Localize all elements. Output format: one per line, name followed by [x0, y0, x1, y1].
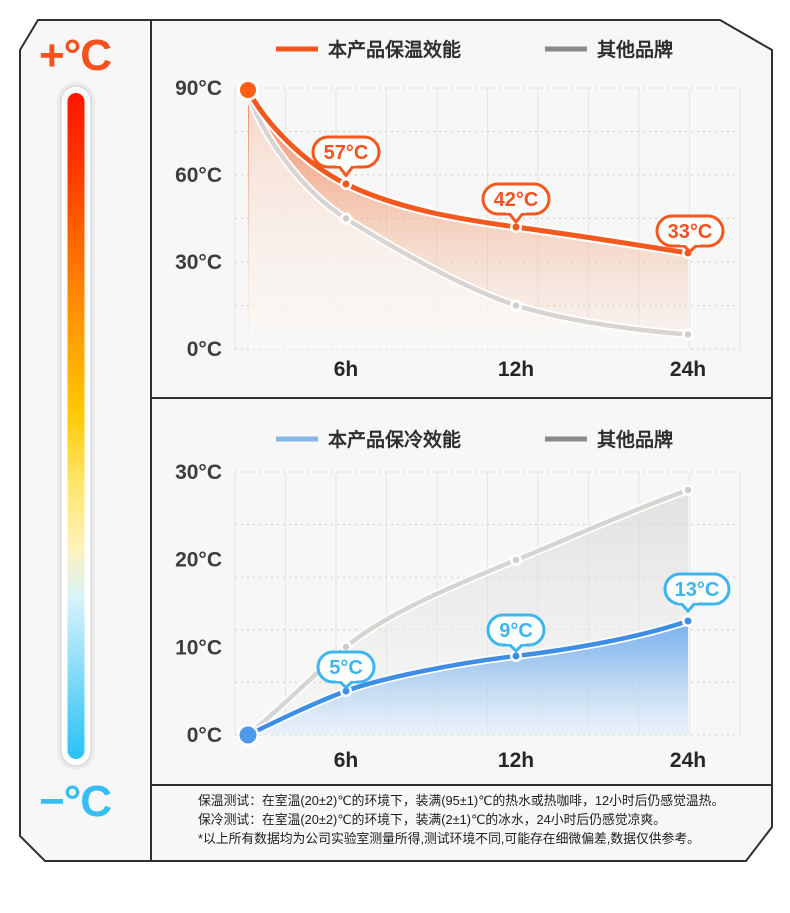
svg-text:33°C: 33°C: [668, 221, 713, 243]
footer-line-disclaimer: *以上所有数据均为公司实验室测量所得,测试环境不同,可能存在细微偏差,数据仅供参…: [198, 831, 700, 846]
cold-scale-label: −°C: [39, 777, 111, 826]
thermometer-gradient-tube: [67, 93, 85, 759]
hot-start-point: [237, 79, 259, 101]
heat-retention-chart: 本产品保温效能 其他品牌 90°C 60°C 30°C 0°C: [175, 38, 741, 381]
footer-notes: 保温测试：在室温(20±2)℃的环境下，装满(95±1)℃的热水或热咖啡，12小…: [198, 793, 724, 846]
hot-xtick-24h: 24h: [670, 358, 706, 381]
legend-label-product-hot: 本产品保温效能: [328, 38, 461, 61]
hot-product-points: [340, 178, 694, 259]
footer-line-cold-test: 保冷测试：在室温(20±2)℃的环境下，装满(2±1)℃的冰水，24小时后仍感觉…: [198, 812, 666, 827]
svg-text:9°C: 9°C: [499, 620, 533, 642]
cold-ytick-10: 10°C: [175, 636, 222, 659]
callout-13c: 13°C: [663, 572, 731, 613]
hot-scale-label: +°C: [39, 31, 111, 80]
callout-9c: 9°C: [486, 613, 546, 653]
cold-product-curve: [245, 618, 691, 738]
legend-label-competitor-hot: 其他品牌: [597, 38, 673, 61]
svg-text:5°C: 5°C: [329, 657, 363, 679]
svg-text:57°C: 57°C: [324, 142, 369, 164]
hot-ytick-90: 90°C: [175, 77, 222, 100]
cold-xtick-12h: 12h: [498, 749, 534, 772]
hot-competitor-points: [340, 212, 694, 341]
callout-33c: 33°C: [655, 214, 725, 253]
hot-competitor-curve: [246, 92, 691, 337]
cold-ytick-20: 20°C: [175, 549, 222, 572]
cold-start-point: [237, 724, 259, 746]
hot-xtick-6h: 6h: [334, 358, 359, 381]
hot-competitor-area: [249, 95, 688, 349]
hot-product-curve: [245, 87, 691, 256]
callout-42c: 42°C: [481, 182, 551, 224]
cold-xtick-6h: 6h: [334, 749, 359, 772]
hot-ytick-30: 30°C: [175, 251, 222, 274]
cold-product-points: [340, 615, 694, 697]
cold-retention-chart: 本产品保冷效能 其他品牌 30°C 20°C 10°C 0°C: [175, 428, 741, 772]
thermometer-panel: +°C −°C: [39, 31, 112, 826]
hot-ytick-60: 60°C: [175, 164, 222, 187]
hot-ytick-0: 0°C: [187, 338, 222, 361]
callout-5c: 5°C: [316, 650, 376, 689]
hot-xtick-12h: 12h: [498, 358, 534, 381]
footer-line-hot-test: 保温测试：在室温(20±2)℃的环境下，装满(95±1)℃的热水或热咖啡，12小…: [198, 793, 724, 808]
cold-competitor-curve: [245, 487, 691, 738]
callout-57c: 57°C: [311, 135, 381, 177]
cold-ytick-30: 30°C: [175, 461, 222, 484]
cold-competitor-points: [340, 484, 694, 653]
cold-xtick-24h: 24h: [670, 749, 706, 772]
svg-text:42°C: 42°C: [494, 189, 539, 211]
legend-label-competitor-cold: 其他品牌: [597, 428, 673, 451]
legend-label-product-cold: 本产品保冷效能: [328, 428, 461, 451]
cold-ytick-0: 0°C: [187, 724, 222, 747]
svg-text:13°C: 13°C: [675, 579, 720, 601]
